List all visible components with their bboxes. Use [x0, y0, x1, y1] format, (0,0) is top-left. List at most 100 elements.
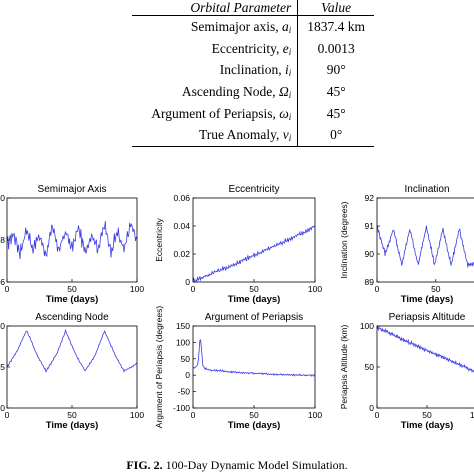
param-value: 45° [326, 105, 346, 121]
param-name: Ascending Node, Ωi [132, 80, 299, 103]
x-tick-label: 50 [67, 284, 77, 294]
param-subscript: i [288, 68, 292, 79]
y-tick-label: 100 [176, 337, 190, 347]
param-subscript: i [288, 133, 292, 144]
param-value: 90° [326, 62, 346, 78]
y-tick-label: 50 [181, 354, 191, 364]
series-line [7, 328, 137, 373]
header-value: Value [297, 0, 374, 16]
chart-semimajor-axis: Semimajor Axis 0 50 100 40 38 36 Time (days) [0, 184, 144, 305]
y-tick-label: 0 [185, 370, 190, 380]
y-tick-label: 40 [0, 403, 5, 413]
param-label: Ascending Node, [181, 84, 279, 100]
chart-eccentricity: Eccentricity 0 50 100 0.06 0.04 0.02 0 Time (day… [154, 184, 322, 305]
x-tick-label: 0 [191, 410, 196, 420]
x-tick-label: 100 [470, 410, 474, 420]
x-tick-label: 100 [130, 284, 144, 294]
y-tick-label: 0 [185, 277, 190, 287]
param-label: Argument of Periapsis, [151, 105, 280, 121]
y-tick-label: 50 [365, 362, 375, 372]
param-name: Inclination, ii [132, 59, 299, 81]
param-label: True Anomaly, [199, 127, 283, 143]
chart-argument-of-periapsis: Argument of Periapsis 0 50 100 150 100 50 0 -50 -… [154, 306, 322, 431]
figure-caption-text: 100-Day Dynamic Model Simulation. [162, 458, 348, 472]
y-tick-label: 150 [176, 321, 190, 331]
y-tick-label: 0.06 [173, 193, 190, 203]
chart-title: Eccentricity [228, 184, 279, 195]
y-tick-label: 45 [0, 362, 5, 372]
param-symbol: i [285, 62, 289, 78]
x-tick-label: 50 [431, 284, 441, 294]
x-tick-label: 50 [249, 284, 259, 294]
x-tick-label: 50 [422, 410, 432, 420]
plot-frame [192, 325, 316, 409]
x-tick-label: 100 [308, 284, 322, 294]
x-axis-label: Time (days) [401, 420, 454, 431]
param-subscript: i [288, 25, 292, 36]
x-tick-label: 50 [67, 410, 77, 420]
simulation-plots-figure: Semimajor Axis 0 50 100 40 38 36 Time (days) Ecc… [0, 184, 474, 431]
y-tick-label: 40 [0, 193, 5, 203]
chart-title: Periapsis Altitude [389, 312, 466, 323]
y-tick-label: -50 [178, 387, 191, 397]
y-tick-label: 0.04 [173, 221, 190, 231]
table-row: Inclination, ii 90° [132, 59, 374, 81]
x-tick-label: 0 [191, 284, 196, 294]
plot-frame [6, 325, 138, 409]
table-row: Eccentricity, ei 0.0013 [132, 37, 374, 60]
y-axis-label: Periapsis Altitude (km) [339, 325, 349, 410]
chart-title: Inclination [404, 184, 449, 195]
x-tick-label: 100 [308, 410, 322, 420]
y-tick-label: 36 [0, 277, 5, 287]
series-line [193, 225, 315, 282]
chart-inclination: Inclination 0 50 92 91 90 89 Time (days) Inclina… [339, 184, 474, 305]
chart-title: Semimajor Axis [38, 184, 107, 195]
x-axis-label: Time (days) [46, 294, 99, 305]
y-tick-label: 90 [365, 249, 375, 259]
plot-frame [376, 197, 474, 283]
param-symbol: ν [282, 127, 289, 143]
plot-frame [376, 325, 474, 409]
x-tick-label: 50 [249, 410, 259, 420]
chart-ascending-node: Ascending Node 0 50 100 50 45 40 Time (days) [0, 312, 144, 431]
x-axis-label: Time (days) [46, 420, 99, 431]
y-tick-label: 100 [360, 321, 374, 331]
param-subscript: i [288, 90, 292, 101]
series-line [377, 225, 474, 268]
y-tick-label: 38 [0, 235, 5, 245]
x-tick-label: 0 [5, 284, 10, 294]
header-orbital-parameter: Orbital Parameter [132, 0, 299, 16]
figure-label: FIG. 2. [126, 458, 163, 472]
table-row: Argument of Periapsis, ωi 45° [132, 102, 374, 124]
param-value: 45° [326, 84, 346, 100]
param-name: True Anomaly, νi [132, 123, 299, 147]
x-tick-label: 0 [375, 410, 380, 420]
chart-periapsis-altitude: Periapsis Altitude 0 50 100 100 50 0 Time (days… [339, 312, 474, 431]
param-symbol: Ω [279, 84, 289, 100]
table-row: True Anomaly, νi 0° [132, 123, 374, 147]
param-name: Argument of Periapsis, ωi [132, 102, 299, 124]
y-axis-label: Inclination (degrees) [339, 201, 349, 278]
y-tick-label: -100 [173, 403, 190, 413]
x-axis-label: Time (days) [401, 294, 454, 305]
y-tick-label: 0 [369, 403, 374, 413]
y-tick-label: 92 [365, 193, 375, 203]
y-tick-label: 91 [365, 221, 375, 231]
param-value: 0° [297, 123, 374, 147]
y-axis-label: Argument of Periapsis (degrees) [154, 306, 164, 429]
table-row: Ascending Node, Ωi 45° [132, 80, 374, 103]
series-line [193, 339, 315, 377]
x-axis-label: Time (days) [228, 294, 281, 305]
param-label: Eccentricity, [211, 40, 283, 56]
param-label: Inclination, [219, 62, 285, 78]
series-line [7, 221, 137, 260]
y-axis-label: Eccentricity [154, 218, 164, 262]
param-subscript: i [288, 46, 292, 57]
x-tick-label: 0 [375, 284, 380, 294]
param-name: Eccentricity, ei [132, 37, 299, 60]
chart-title: Ascending Node [35, 312, 109, 323]
param-symbol: e [282, 40, 289, 56]
table-row: Semimajor axis, ai 1837.4 km [132, 15, 374, 38]
x-axis-label: Time (days) [228, 420, 281, 431]
param-subscript: i [288, 111, 292, 122]
